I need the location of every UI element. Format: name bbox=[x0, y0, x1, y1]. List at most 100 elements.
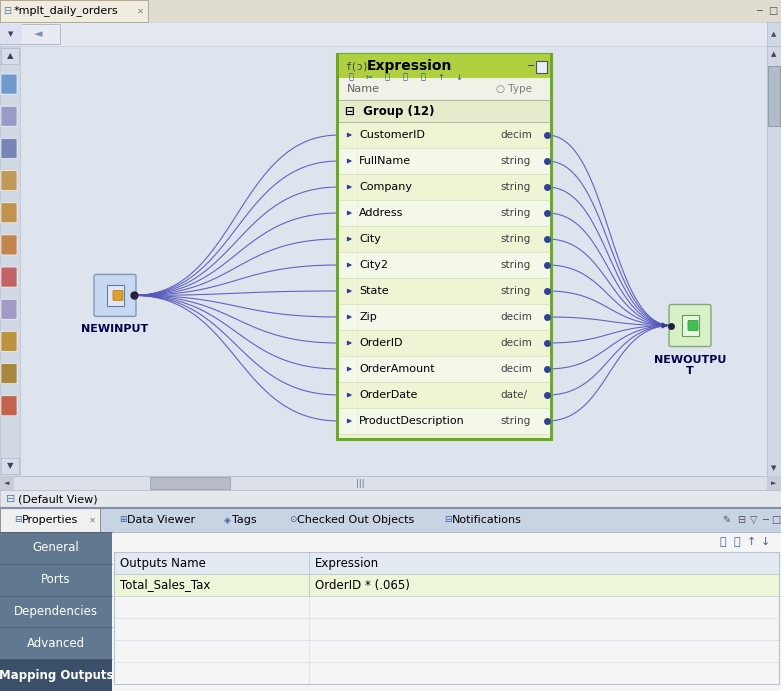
FancyBboxPatch shape bbox=[1, 138, 17, 158]
Text: ◄: ◄ bbox=[34, 29, 42, 39]
Bar bbox=[339, 148, 550, 174]
Text: decim: decim bbox=[500, 364, 532, 374]
FancyBboxPatch shape bbox=[94, 274, 136, 316]
Bar bbox=[339, 356, 550, 382]
Text: ─: ─ bbox=[756, 6, 762, 16]
Text: Advanced: Advanced bbox=[27, 637, 85, 650]
Bar bbox=[452, 68, 466, 86]
Text: Total_Sales_Tax: Total_Sales_Tax bbox=[120, 578, 210, 591]
Text: ⊟: ⊟ bbox=[737, 515, 745, 525]
Text: ⊟: ⊟ bbox=[444, 515, 451, 524]
Bar bbox=[767, 476, 781, 490]
Bar bbox=[339, 100, 550, 122]
Bar bbox=[344, 68, 358, 86]
Text: Name: Name bbox=[347, 84, 380, 94]
Text: ⊞: ⊞ bbox=[119, 515, 127, 524]
Text: string: string bbox=[500, 182, 530, 192]
Bar bbox=[0, 46, 20, 476]
Bar bbox=[0, 0, 781, 22]
Text: ↓: ↓ bbox=[455, 73, 462, 82]
Text: Ports: Ports bbox=[41, 574, 71, 586]
Text: Expression: Expression bbox=[367, 59, 452, 73]
Text: ⎘: ⎘ bbox=[719, 537, 726, 547]
Text: ◄: ◄ bbox=[5, 480, 9, 486]
Bar bbox=[0, 532, 112, 564]
Text: ▲: ▲ bbox=[772, 51, 776, 57]
FancyBboxPatch shape bbox=[1, 74, 17, 94]
Bar bbox=[0, 508, 781, 532]
Bar bbox=[339, 408, 550, 434]
Text: Address: Address bbox=[359, 208, 403, 218]
Bar bbox=[0, 532, 781, 691]
Text: ⊟: ⊟ bbox=[14, 515, 22, 524]
Text: □: □ bbox=[769, 6, 778, 16]
Text: f(ɔ): f(ɔ) bbox=[345, 61, 369, 71]
Text: General: General bbox=[33, 542, 80, 554]
Text: ✂: ✂ bbox=[366, 73, 373, 82]
Text: ↓: ↓ bbox=[761, 537, 770, 547]
Bar bbox=[339, 174, 550, 200]
Text: Expression: Expression bbox=[315, 556, 379, 569]
Bar bbox=[0, 476, 781, 490]
Text: □: □ bbox=[772, 515, 781, 525]
Text: NEWOUTPU
T: NEWOUTPU T bbox=[654, 354, 726, 376]
Text: ⊟  Group (12): ⊟ Group (12) bbox=[345, 104, 434, 117]
Bar bbox=[339, 200, 550, 226]
Text: OrderID: OrderID bbox=[359, 338, 402, 348]
Bar bbox=[339, 78, 550, 100]
Bar bbox=[339, 278, 550, 304]
FancyBboxPatch shape bbox=[106, 285, 123, 306]
Text: ▼: ▼ bbox=[772, 465, 776, 471]
Bar bbox=[339, 330, 550, 356]
FancyBboxPatch shape bbox=[1, 299, 17, 319]
Bar bbox=[340, 66, 470, 88]
Text: Outputs Name: Outputs Name bbox=[120, 556, 206, 569]
Text: Company: Company bbox=[359, 182, 412, 192]
Text: ⊟: ⊟ bbox=[6, 494, 16, 504]
Text: ◈: ◈ bbox=[224, 515, 231, 524]
Text: ⊟: ⊟ bbox=[3, 6, 11, 16]
Text: string: string bbox=[500, 260, 530, 270]
Text: ▲: ▲ bbox=[772, 31, 776, 37]
Bar bbox=[0, 532, 112, 691]
FancyBboxPatch shape bbox=[1, 171, 17, 191]
Text: FullName: FullName bbox=[359, 156, 411, 166]
Text: Notifications: Notifications bbox=[452, 515, 522, 525]
Bar bbox=[339, 226, 550, 252]
Bar bbox=[1, 48, 19, 64]
Bar bbox=[339, 382, 550, 408]
Bar bbox=[0, 596, 112, 627]
Text: decim: decim bbox=[500, 312, 532, 322]
FancyBboxPatch shape bbox=[1, 235, 17, 255]
Bar bbox=[0, 22, 781, 46]
Text: ►: ► bbox=[772, 480, 776, 486]
Bar bbox=[767, 46, 781, 476]
Text: ▼: ▼ bbox=[9, 31, 14, 37]
Text: Dependencies: Dependencies bbox=[14, 605, 98, 618]
Bar bbox=[398, 68, 412, 86]
Bar bbox=[339, 54, 550, 78]
Text: Tags: Tags bbox=[232, 515, 257, 525]
Text: string: string bbox=[500, 156, 530, 166]
Text: ▲: ▲ bbox=[7, 52, 13, 61]
FancyBboxPatch shape bbox=[669, 305, 711, 346]
Text: ✕: ✕ bbox=[88, 515, 95, 524]
Bar bbox=[0, 490, 781, 508]
Text: CustomerID: CustomerID bbox=[359, 130, 425, 140]
Bar bbox=[114, 552, 779, 684]
Bar bbox=[0, 24, 22, 44]
Text: date/: date/ bbox=[500, 390, 527, 400]
Text: NEWINPUT: NEWINPUT bbox=[81, 324, 148, 334]
Text: ▼: ▼ bbox=[7, 462, 13, 471]
Text: decim: decim bbox=[500, 130, 532, 140]
FancyBboxPatch shape bbox=[688, 321, 698, 330]
Text: ▽: ▽ bbox=[751, 515, 758, 525]
Text: decim: decim bbox=[500, 338, 532, 348]
Text: ⎗: ⎗ bbox=[402, 73, 408, 82]
Bar bbox=[767, 22, 781, 46]
Text: OrderID * (.065): OrderID * (.065) bbox=[315, 578, 410, 591]
Bar bbox=[0, 0, 148, 22]
Text: Data Viewer: Data Viewer bbox=[127, 515, 195, 525]
Text: ✕: ✕ bbox=[137, 6, 144, 15]
Text: ─: ─ bbox=[762, 515, 768, 525]
